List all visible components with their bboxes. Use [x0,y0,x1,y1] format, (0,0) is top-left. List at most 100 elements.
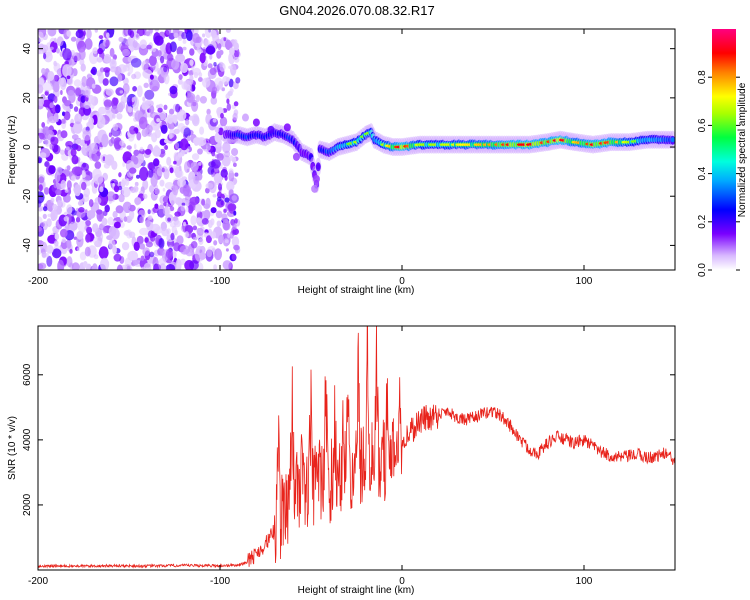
noise-blob [93,254,99,260]
ridge-blob [241,113,249,122]
noise-blob [210,231,217,239]
noise-blob [134,197,142,205]
noise-blob [60,149,65,155]
noise-blob [75,216,81,223]
noise-blob [81,162,90,172]
noise-blob [158,204,165,219]
noise-blob [89,142,99,154]
noise-blob [189,59,194,66]
spectrogram-signal-ridge [222,113,675,193]
noise-blob [175,103,181,113]
noise-blob [199,96,207,104]
noise-blob [139,39,147,49]
noise-blob [221,155,231,167]
noise-blob [88,51,99,65]
noise-blob [132,40,138,49]
noise-blob [220,200,224,206]
noise-blob [176,235,184,245]
noise-blob [154,203,159,209]
noise-blob [170,232,175,241]
noise-blob [71,51,77,56]
noise-blob [67,89,75,100]
y-tick-label: 4000 [22,428,33,451]
noise-blob [63,216,70,222]
noise-blob [218,127,224,136]
noise-blob [228,168,234,174]
noise-blob [129,125,137,135]
noise-blob [109,58,117,69]
noise-blob [144,99,154,107]
y-tick-label: 2000 [22,493,33,516]
noise-blob [169,41,177,53]
noise-blob [84,38,93,50]
noise-blob [148,168,154,178]
noise-blob [181,31,188,40]
noise-blob [88,117,94,126]
noise-blob [136,153,145,164]
noise-blob [169,85,178,95]
noise-blob [197,213,201,217]
noise-blob [119,140,125,147]
noise-blob [139,216,144,224]
noise-blob [103,99,113,108]
noise-blob [134,181,139,187]
noise-blob [175,142,180,150]
noise-blob [191,99,199,112]
noise-blob [216,153,224,161]
colorbar-tick-label: 0.0 [697,263,708,277]
noise-blob [154,188,161,195]
noise-blob [99,186,104,193]
noise-blob [188,115,194,121]
noise-blob [213,264,217,270]
noise-blob [136,85,143,98]
noise-blob [79,58,85,66]
noise-blob [74,184,81,197]
x-tick-label: 100 [576,276,593,287]
noise-blob [216,196,222,202]
noise-blob [233,162,237,167]
noise-blob [159,179,165,187]
noise-blob [222,219,230,231]
noise-blob [190,161,199,172]
noise-blob [211,86,218,94]
noise-blob [78,207,85,213]
noise-blob [165,248,173,259]
noise-blob [143,82,149,89]
noise-blob [172,251,177,259]
noise-blob [53,37,57,43]
noise-blob [233,42,239,51]
noise-blob [148,55,157,67]
noise-blob [117,102,124,113]
x-tick-label: -100 [210,576,230,587]
snr-frame [37,325,676,571]
noise-blob [152,146,162,157]
noise-blob [75,87,82,96]
noise-blob [132,86,138,92]
noise-blob [112,123,119,131]
noise-blob [212,118,217,123]
noise-blob [201,198,206,206]
noise-blob [130,155,137,162]
noise-blob [38,157,42,163]
noise-blob [52,248,62,259]
noise-blob [225,77,231,82]
noise-blob [81,181,87,191]
noise-blob [149,74,154,80]
noise-blob [58,77,65,86]
noise-blob [207,166,215,175]
noise-blob [176,171,182,178]
noise-blob [41,122,46,128]
noise-blob [192,236,198,241]
noise-blob [165,264,176,270]
noise-blob [73,79,82,87]
noise-blob [82,30,86,37]
noise-blob [177,35,183,42]
noise-blob [142,69,153,79]
noise-blob [60,90,63,95]
noise-blob [54,104,61,114]
noise-blob [129,210,135,220]
noise-blob [149,185,154,193]
noise-blob [174,197,183,206]
noise-blob [177,177,187,188]
noise-blob [84,246,91,257]
